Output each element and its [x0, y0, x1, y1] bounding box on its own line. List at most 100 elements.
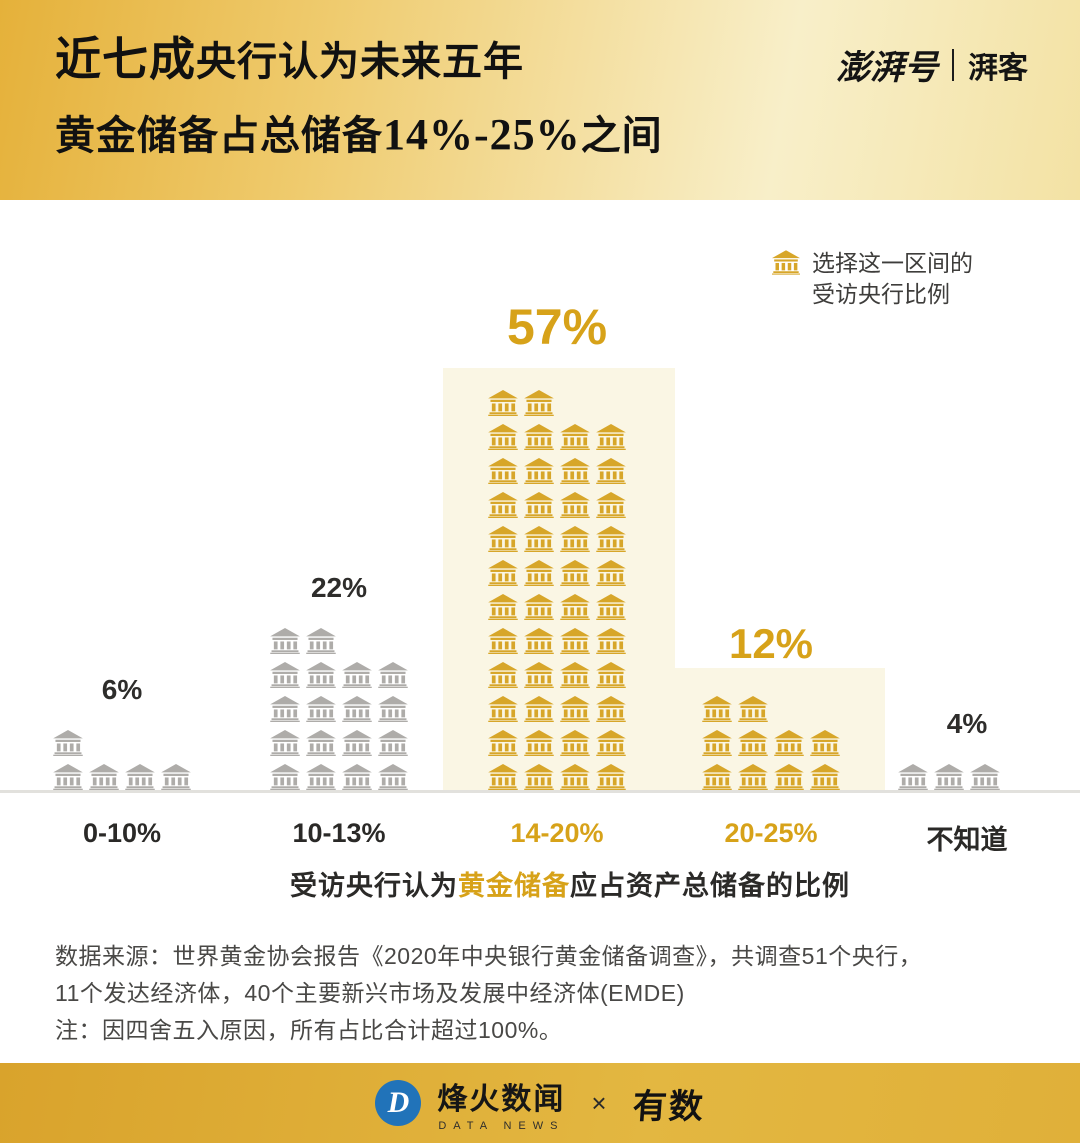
- title-emphasis: 近七成: [55, 34, 196, 85]
- bank-icon: [306, 730, 336, 756]
- bank-icon: [596, 560, 626, 586]
- bank-icon: [524, 662, 554, 688]
- icon-row: [702, 696, 768, 722]
- legend: 选择这一区间的 受访央行比例: [772, 248, 973, 310]
- value-label: 22%: [310, 572, 368, 603]
- source-note: 数据来源：世界黄金协会报告《2020年中央银行黄金储备调查》，共调查51个央行，…: [55, 938, 922, 1049]
- source-line-1: 数据来源：世界黄金协会报告《2020年中央银行黄金储备调查》，共调查51个央行，: [55, 943, 923, 969]
- value-label: 57%: [506, 299, 608, 355]
- x-axis-title: 受访央行认为黄金储备应占资产总储备的比例: [290, 871, 850, 901]
- bank-icon: [378, 730, 408, 756]
- bank-icon: [524, 764, 554, 790]
- icon-row: [488, 662, 626, 688]
- bank-icon: [342, 764, 372, 790]
- bank-icon: [488, 424, 518, 450]
- category-label: 不知道: [926, 825, 1008, 855]
- bank-icon: [270, 696, 300, 722]
- bank-icon: [810, 730, 840, 756]
- bank-icon: [306, 628, 336, 654]
- bank-icon: [378, 764, 408, 790]
- icon-row: [488, 560, 626, 586]
- bank-icon: [738, 730, 768, 756]
- bank-icon: [488, 390, 518, 416]
- footer-banner: D 烽火数闻 DATA NEWS × 有数: [0, 1063, 1080, 1143]
- bank-icon: [596, 526, 626, 552]
- datanews-d-logo: D: [375, 1080, 422, 1126]
- bank-icon: [596, 628, 626, 654]
- category-label: 10-13%: [292, 818, 386, 848]
- pictogram-column: 12%: [702, 620, 840, 790]
- bank-icon: [342, 662, 372, 688]
- source-line-3: 注：因四舍五入原因，所有占比合计超过100%。: [55, 1017, 563, 1043]
- bank-icon: [306, 696, 336, 722]
- publisher-logos: 澎湃号 湃客: [836, 40, 1028, 89]
- logo-divider: [952, 48, 954, 81]
- icon-row: [53, 730, 83, 756]
- bank-icon: [596, 696, 626, 722]
- value-label: 6%: [101, 674, 143, 705]
- icon-row: [270, 764, 408, 790]
- bank-icon: [524, 594, 554, 620]
- bank-icon: [774, 764, 804, 790]
- bank-icon: [488, 696, 518, 722]
- highlight-background-14-20: [443, 368, 675, 790]
- icon-row: [898, 764, 1000, 790]
- bank-icon: [378, 662, 408, 688]
- bank-icon: [738, 696, 768, 722]
- bank-icon: [774, 730, 804, 756]
- pictogram-column: 6%: [53, 674, 191, 790]
- bank-icon: [524, 492, 554, 518]
- icon-row: [488, 730, 626, 756]
- bank-icon: [161, 764, 191, 790]
- bank-icon: [378, 696, 408, 722]
- bank-icon: [596, 594, 626, 620]
- bank-icon: [934, 764, 964, 790]
- icon-row: [270, 696, 408, 722]
- fenghuo-logo: 烽火数闻 DATA NEWS: [437, 1083, 566, 1132]
- pictogram-column: 57%: [488, 298, 626, 790]
- bank-icon: [970, 764, 1000, 790]
- bank-icon: [596, 492, 626, 518]
- bank-icon: [560, 730, 590, 756]
- category-label: 0-10%: [82, 818, 162, 848]
- bank-icon: [488, 764, 518, 790]
- bank-icon: [560, 764, 590, 790]
- icon-row: [488, 764, 626, 790]
- bank-icon: [270, 764, 300, 790]
- bank-icon: [488, 662, 518, 688]
- bank-icon: [810, 764, 840, 790]
- bank-icon: [524, 458, 554, 484]
- bank-icon: [488, 458, 518, 484]
- bank-icon: [524, 730, 554, 756]
- bank-icon: [702, 764, 732, 790]
- pictogram-column: 4%: [898, 708, 1036, 790]
- bank-icon: [524, 526, 554, 552]
- bank-icon: [596, 730, 626, 756]
- bank-icon: [560, 526, 590, 552]
- legend-label: 选择这一区间的 受访央行比例: [812, 250, 973, 307]
- icon-row: [488, 458, 626, 484]
- bank-icon: [560, 628, 590, 654]
- bank-icon: [596, 458, 626, 484]
- bank-icon: [560, 662, 590, 688]
- bank-icon: [560, 492, 590, 518]
- bank-icon: [702, 696, 732, 722]
- bank-icon: [342, 696, 372, 722]
- bank-icon: [342, 730, 372, 756]
- bank-icon: [488, 526, 518, 552]
- bank-icon: [488, 628, 518, 654]
- bank-icon: [488, 492, 518, 518]
- bank-icon: [488, 560, 518, 586]
- title-line-2: 黄金储备占总储备14%-25%之间: [55, 110, 663, 159]
- page-title: 近七成央行认为未来五年 黄金储备占总储备14%-25%之间: [55, 28, 663, 177]
- bank-icon: [560, 424, 590, 450]
- bank-icon: [53, 764, 83, 790]
- bank-icon: [306, 662, 336, 688]
- icon-row: [270, 730, 408, 756]
- bank-icon: [488, 730, 518, 756]
- bank-icon: [560, 696, 590, 722]
- icon-row: [488, 424, 626, 450]
- pictogram-column: 22%: [270, 572, 408, 790]
- bank-icon: [270, 628, 300, 654]
- icon-row: [488, 526, 626, 552]
